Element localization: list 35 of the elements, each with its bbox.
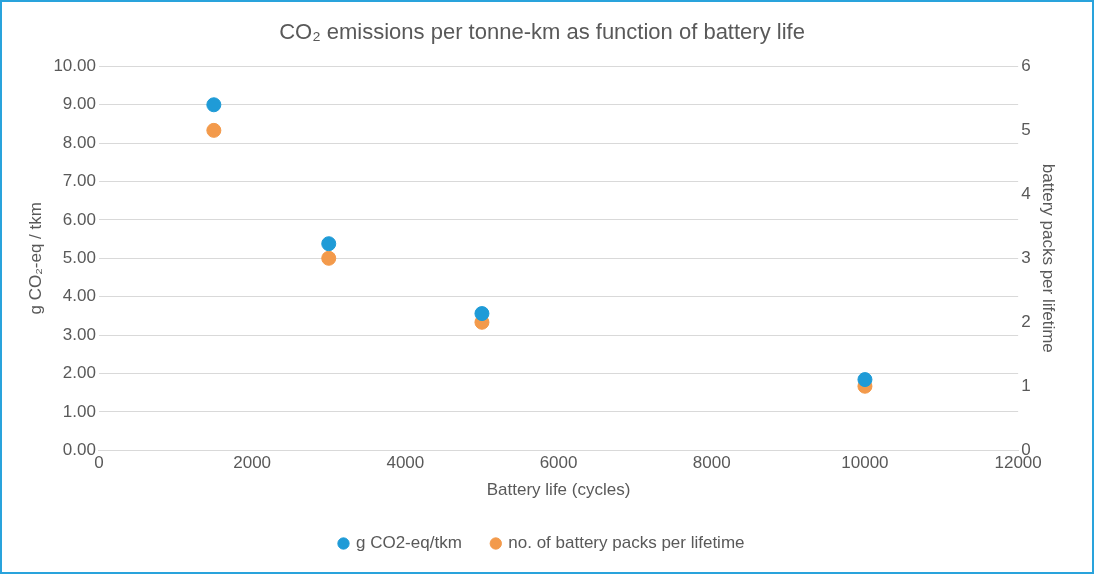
y-tick-label: 1.00 bbox=[62, 401, 96, 421]
y2-tick-label: 2 bbox=[1021, 311, 1031, 331]
y2-tick-label: 6 bbox=[1021, 56, 1031, 76]
legend-label: no. of battery packs per lifetime bbox=[508, 533, 745, 553]
y-tick-label: 3.00 bbox=[62, 324, 96, 344]
x-tick-label: 0 bbox=[94, 453, 104, 473]
point bbox=[474, 306, 490, 322]
y-tick-label: 6.00 bbox=[62, 209, 96, 229]
y-axis-title: g CO₂-eq / tkm bbox=[25, 202, 45, 315]
x-tick-label: 6000 bbox=[539, 453, 578, 473]
x-axis-title: Battery life (cycles) bbox=[486, 480, 631, 500]
point bbox=[857, 372, 873, 388]
legend-label: g CO2-eq/tkm bbox=[355, 533, 462, 553]
x-tick-label: 4000 bbox=[386, 453, 425, 473]
y-tick-label: 5.00 bbox=[62, 247, 96, 267]
point bbox=[206, 97, 222, 113]
x-tick-label: 8000 bbox=[692, 453, 731, 473]
y2-tick-label: 1 bbox=[1021, 375, 1031, 395]
y2-tick-label: 5 bbox=[1021, 120, 1031, 140]
y-tick-label: 0.00 bbox=[62, 439, 96, 459]
y-tick-label: 2.00 bbox=[62, 363, 96, 383]
point bbox=[321, 250, 337, 266]
point bbox=[321, 236, 337, 252]
y-tick-label: 8.00 bbox=[62, 132, 96, 152]
y2-axis-title: battery packs per lifetime bbox=[1039, 163, 1059, 353]
x-tick-label: 2000 bbox=[233, 453, 272, 473]
y-tick-label: 7.00 bbox=[62, 171, 96, 191]
chart-title: CO₂ emissions per tonne-km as function of battery life bbox=[279, 19, 805, 45]
y2-tick-label: 3 bbox=[1021, 247, 1031, 267]
y-tick-label: 9.00 bbox=[62, 94, 96, 114]
point bbox=[206, 122, 222, 138]
y-tick-label: 4.00 bbox=[62, 286, 96, 306]
y2-tick-label: 4 bbox=[1021, 184, 1031, 204]
x-tick-label: 10000 bbox=[841, 453, 889, 473]
y-tick-label: 10.00 bbox=[53, 56, 96, 76]
